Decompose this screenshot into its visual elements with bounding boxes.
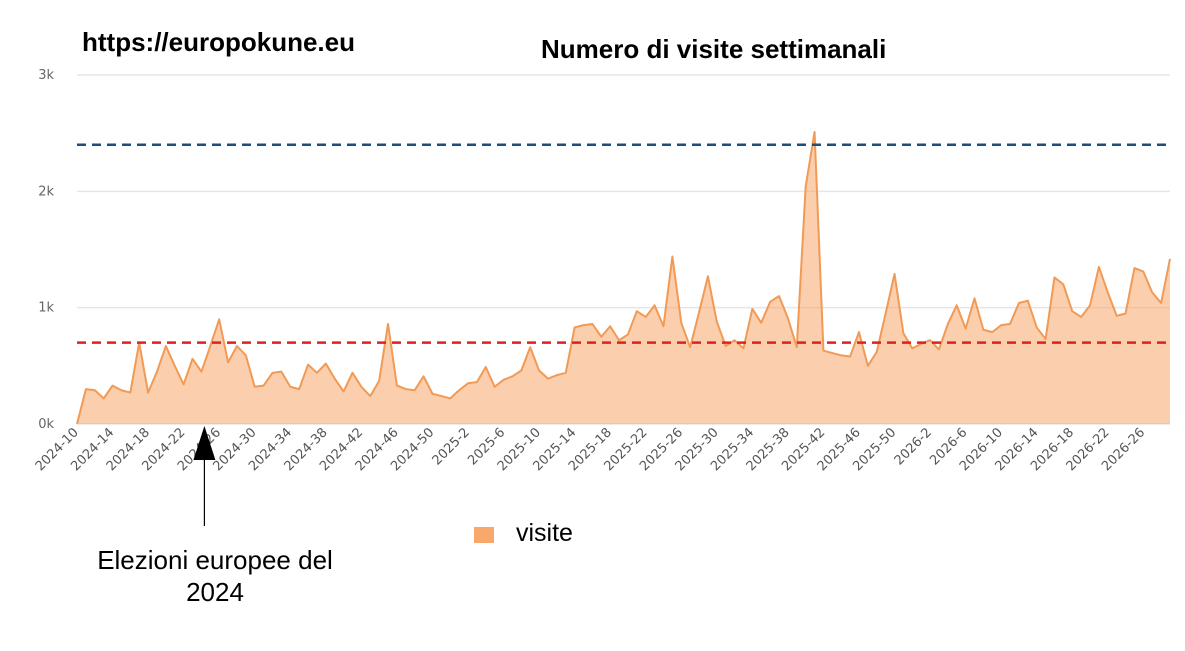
y-tick-label: 2k bbox=[38, 184, 54, 199]
y-tick-label: 1k bbox=[38, 301, 54, 316]
visits-area bbox=[77, 132, 1170, 424]
x-tick-label: 2026-2 bbox=[892, 425, 935, 468]
legend-label: visite bbox=[516, 518, 573, 547]
annotation-arrow-head bbox=[193, 426, 216, 460]
legend[interactable]: visite bbox=[474, 518, 573, 548]
annotation-line-2: 2024 bbox=[186, 577, 244, 607]
y-tick-label: 0k bbox=[38, 417, 54, 432]
legend-swatch bbox=[474, 527, 494, 543]
visits-line bbox=[76, 131, 1171, 425]
chart-title: Numero di visite settimanali bbox=[541, 34, 887, 64]
annotation-line-1: Elezioni europee del bbox=[97, 545, 333, 575]
site-url: https://europokune.eu bbox=[82, 27, 355, 57]
annotation-text: Elezioni europee del 2024 bbox=[60, 544, 370, 608]
y-tick-label: 3k bbox=[38, 68, 54, 83]
x-tick-label: 2025-2 bbox=[430, 425, 473, 468]
